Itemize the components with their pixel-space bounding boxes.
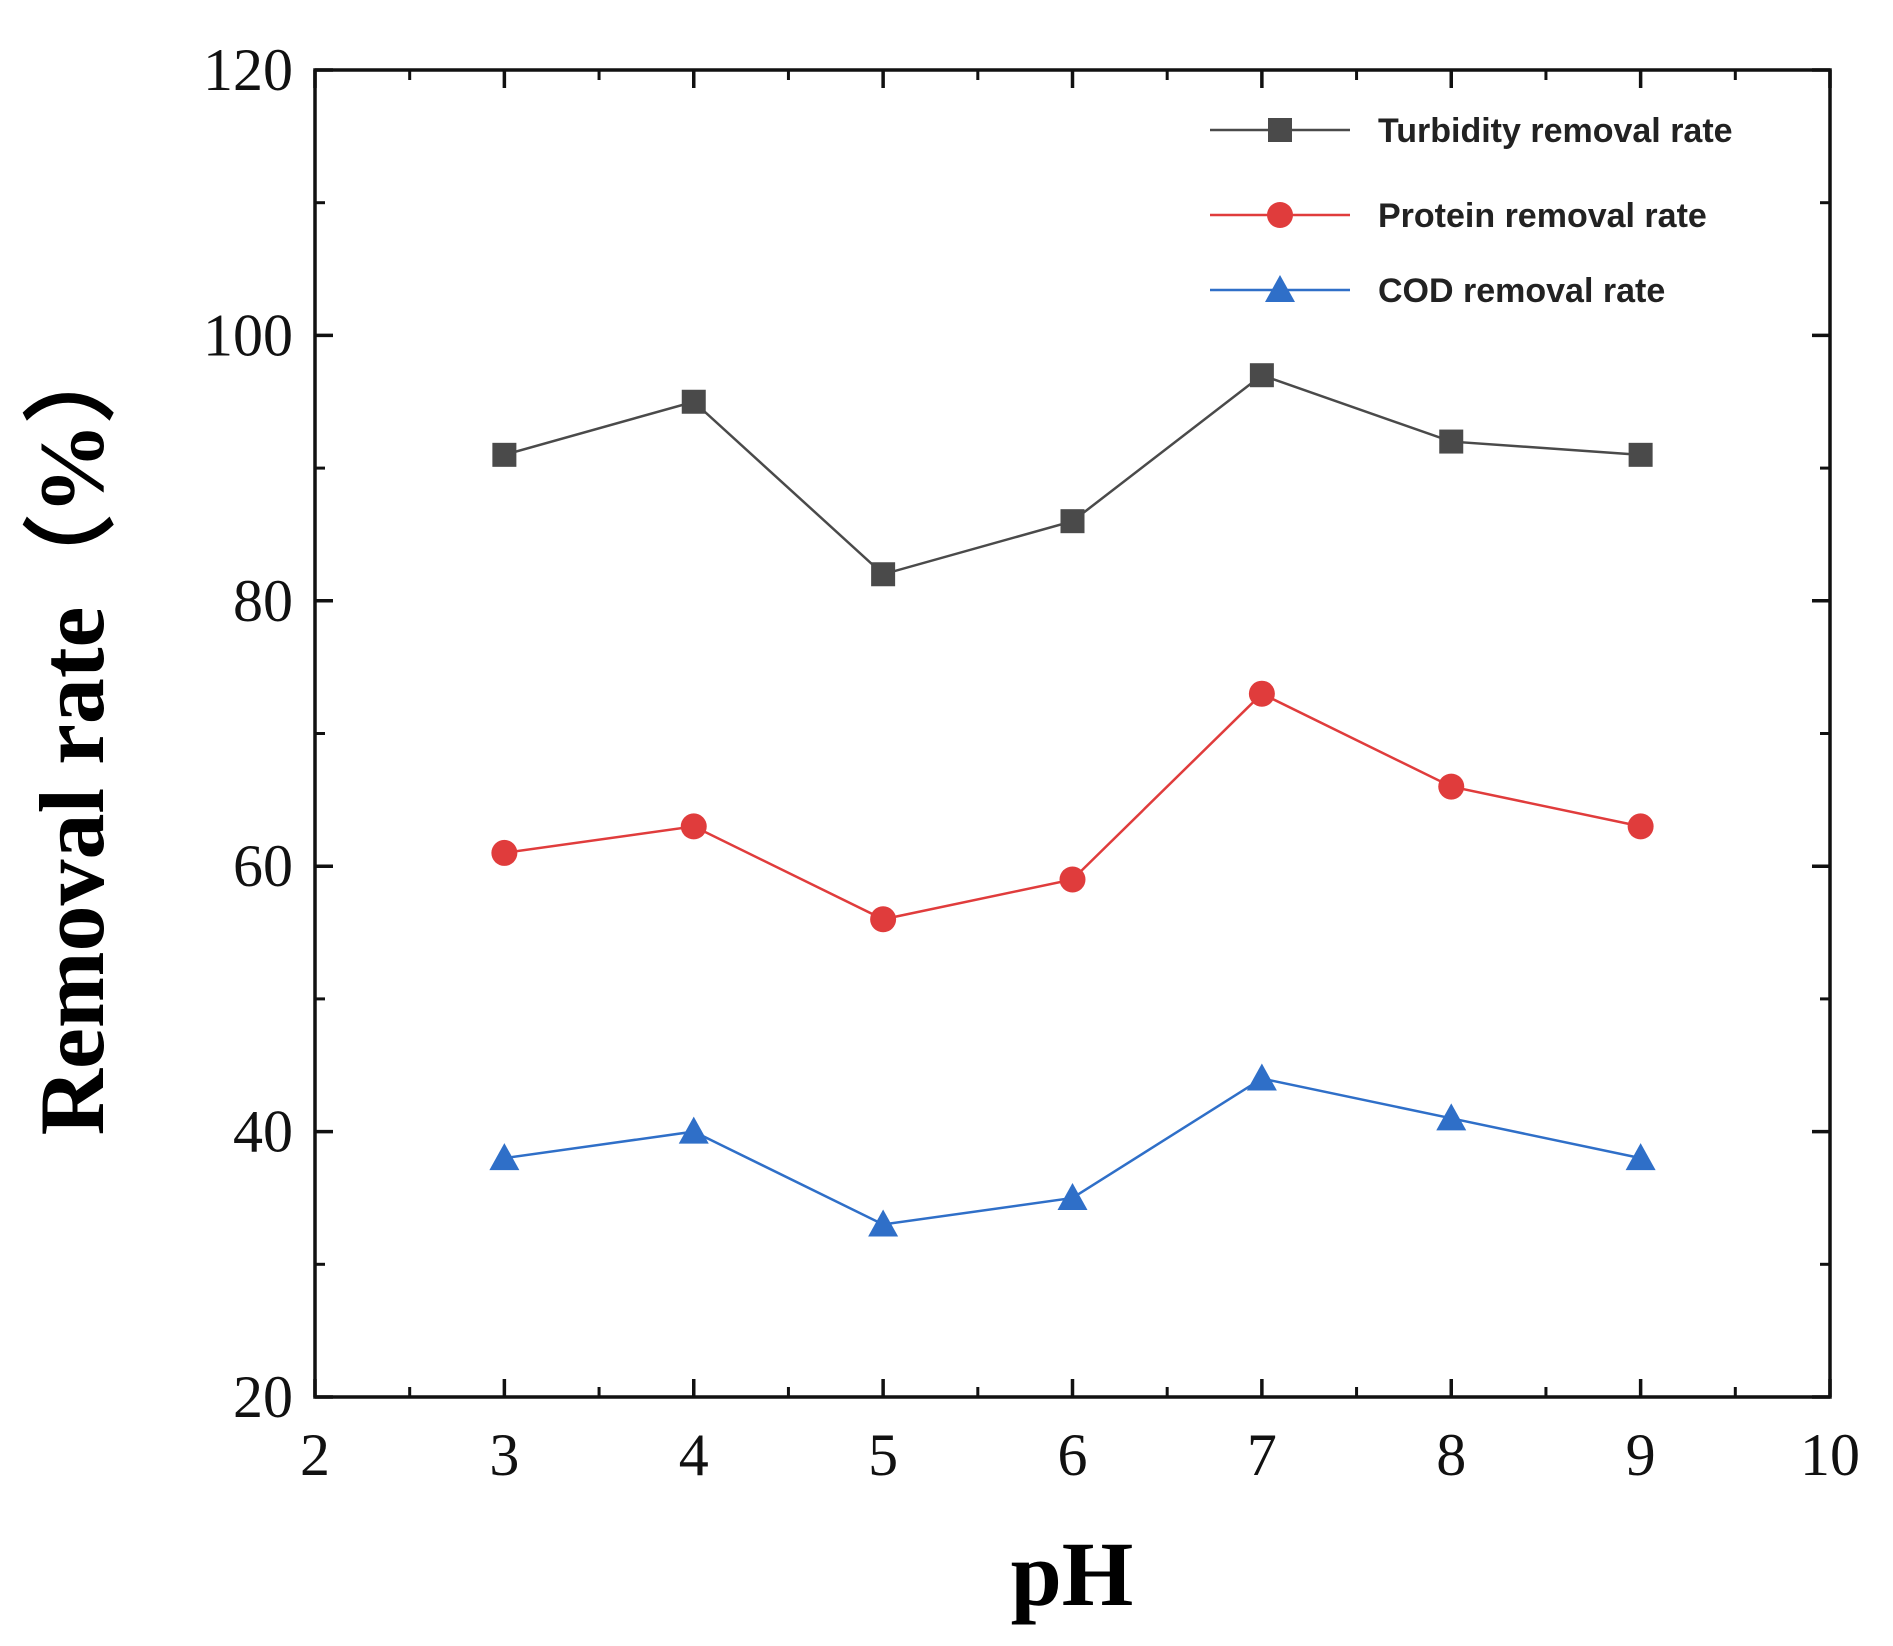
series-line xyxy=(504,373,1641,576)
x-axis-ticks: 2 3 4 5 6 7 8 9 10 xyxy=(300,70,1860,1488)
x-tick-label: 5 xyxy=(868,1422,898,1488)
data-point xyxy=(1628,442,1653,467)
data-point xyxy=(681,389,706,414)
series-0 xyxy=(492,363,1653,587)
data-point xyxy=(1057,1182,1088,1210)
x-tick-label: 3 xyxy=(489,1422,519,1488)
legend-marker xyxy=(1265,275,1295,302)
x-tick-label: 10 xyxy=(1800,1422,1860,1488)
legend: Turbidity removal rate Protein removal ra… xyxy=(1210,112,1733,310)
data-point xyxy=(1438,773,1465,800)
legend-label: Turbidity removal rate xyxy=(1378,112,1733,150)
legend-item: Protein removal rate xyxy=(1210,197,1707,235)
x-tick-label: 4 xyxy=(679,1422,709,1488)
data-point xyxy=(1249,363,1274,388)
data-point xyxy=(1060,509,1085,534)
data-point xyxy=(1436,1103,1467,1131)
data-point xyxy=(870,906,897,933)
legend-marker xyxy=(1267,202,1293,228)
data-point xyxy=(1625,1143,1656,1171)
y-axis-ticks: 20 40 60 80 100 120 xyxy=(203,37,1830,1430)
y-axis-title: Removal rate（%） xyxy=(21,331,123,1136)
legend-item: COD removal rate xyxy=(1210,272,1665,310)
legend-label: Protein removal rate xyxy=(1378,197,1707,235)
y-tick-label: 80 xyxy=(233,568,293,634)
x-tick-label: 7 xyxy=(1247,1422,1277,1488)
data-point xyxy=(1059,866,1086,893)
series-layer xyxy=(489,363,1656,1237)
data-point xyxy=(1246,1063,1277,1091)
series-1 xyxy=(491,680,1654,933)
y-tick-label: 40 xyxy=(233,1099,293,1165)
y-tick-label: 60 xyxy=(233,833,293,899)
data-point xyxy=(489,1143,520,1171)
y-tick-label: 20 xyxy=(233,1364,293,1430)
data-point xyxy=(1627,813,1654,840)
legend-label: COD removal rate xyxy=(1378,272,1665,310)
data-point xyxy=(491,839,518,866)
x-tick-label: 8 xyxy=(1436,1422,1466,1488)
x-axis-title: pH xyxy=(1011,1523,1134,1625)
series-2 xyxy=(489,1063,1656,1237)
data-point xyxy=(871,562,896,587)
data-point xyxy=(868,1209,899,1237)
y-tick-label: 120 xyxy=(203,37,293,103)
x-tick-label: 6 xyxy=(1058,1422,1088,1488)
x-tick-label: 9 xyxy=(1626,1422,1656,1488)
x-tick-label: 2 xyxy=(300,1422,330,1488)
data-point xyxy=(678,1116,709,1144)
legend-item: Turbidity removal rate xyxy=(1210,112,1733,150)
legend-marker xyxy=(1268,118,1292,142)
data-point xyxy=(1439,429,1464,454)
data-point xyxy=(1248,680,1275,707)
data-point xyxy=(492,442,517,467)
y-tick-label: 100 xyxy=(203,302,293,368)
data-point xyxy=(680,813,707,840)
